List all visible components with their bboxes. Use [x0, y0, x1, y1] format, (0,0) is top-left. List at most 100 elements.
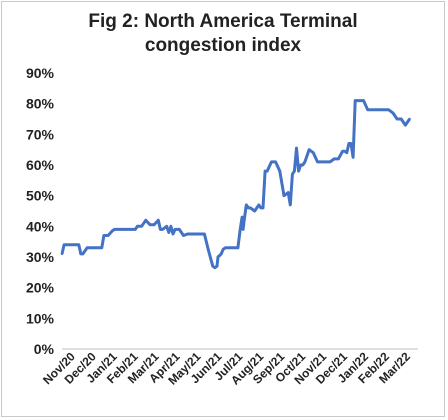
data-point [337, 157, 340, 161]
data-point [395, 117, 399, 121]
data-point [79, 252, 83, 256]
data-point [316, 160, 319, 164]
data-point [190, 232, 193, 236]
chart-title: Fig 2: North America Terminal congestion… [2, 10, 444, 58]
data-point [186, 232, 189, 236]
data-point [111, 229, 114, 233]
data-point [224, 246, 227, 249]
data-point [379, 108, 382, 112]
data-point [343, 150, 346, 153]
data-point [106, 234, 110, 237]
data-point [60, 252, 64, 256]
data-point [345, 151, 348, 154]
data-point [165, 225, 168, 228]
data-point [347, 142, 351, 145]
data-point [148, 223, 152, 226]
data-point [167, 231, 170, 234]
data-point [387, 108, 390, 112]
data-point [383, 108, 386, 112]
data-point [297, 169, 300, 173]
data-point [213, 266, 217, 269]
data-point [291, 173, 294, 176]
data-point [408, 117, 411, 121]
data-point [253, 209, 256, 213]
data-point [312, 151, 315, 154]
data-point [236, 246, 240, 249]
y-tick-label: 70% [26, 126, 55, 142]
data-point [374, 108, 378, 112]
data-point [178, 228, 181, 231]
y-tick-label: 30% [26, 249, 55, 265]
data-point [282, 194, 286, 197]
data-point [274, 160, 277, 164]
y-tick-label: 10% [26, 310, 55, 326]
data-point [152, 223, 156, 226]
y-tick-label: 20% [26, 280, 55, 296]
y-tick-label: 50% [26, 188, 55, 204]
data-point [289, 203, 292, 207]
data-point [123, 228, 127, 231]
data-point [261, 206, 265, 210]
data-point [404, 123, 407, 127]
data-point [307, 148, 311, 151]
data-point [113, 228, 116, 231]
series-group [60, 99, 411, 270]
data-point [293, 169, 296, 173]
data-point [211, 265, 214, 268]
data-point [358, 99, 361, 102]
y-tick-label: 0% [34, 341, 55, 357]
data-point [299, 163, 302, 167]
data-point [278, 169, 281, 173]
y-tick-label: 40% [26, 218, 55, 234]
data-point [85, 246, 89, 249]
data-point [182, 234, 185, 237]
data-point [238, 229, 242, 233]
data-point [67, 243, 70, 246]
data-point [207, 249, 210, 253]
data-point [366, 108, 369, 112]
data-point [257, 203, 260, 207]
data-point [136, 225, 139, 228]
data-point [228, 246, 231, 249]
data-point [161, 228, 164, 231]
data-point [81, 252, 85, 256]
data-point [303, 160, 307, 164]
data-point [140, 225, 143, 228]
data-point [171, 232, 175, 236]
data-point [263, 169, 267, 173]
data-point [287, 191, 290, 194]
data-point [222, 248, 225, 251]
data-point [243, 219, 246, 222]
data-point [100, 246, 104, 249]
data-point [194, 232, 198, 236]
chart-title-line-1: Fig 2: North America Terminal [88, 11, 358, 32]
data-point [159, 228, 162, 231]
data-point [173, 228, 177, 231]
data-point [241, 228, 245, 231]
data-point [216, 255, 220, 259]
data-point [157, 219, 160, 222]
chart-title-line-2: congestion index [144, 35, 302, 56]
data-point [295, 146, 298, 150]
data-point [62, 243, 66, 246]
data-point [203, 232, 206, 236]
data-point [259, 206, 263, 210]
data-point [169, 225, 173, 228]
data-point [349, 142, 353, 145]
data-point [245, 203, 248, 207]
data-point [77, 243, 81, 246]
data-point [328, 160, 332, 164]
data-point [144, 219, 147, 222]
data-point [320, 160, 323, 164]
data-point [270, 160, 273, 164]
data-point [220, 252, 223, 256]
data-point [362, 99, 365, 102]
data-point [354, 99, 357, 102]
data-point [215, 265, 219, 268]
series-line [60, 99, 411, 270]
data-point [134, 228, 137, 231]
data-point [240, 215, 244, 219]
y-tick-label: 90% [26, 65, 55, 81]
